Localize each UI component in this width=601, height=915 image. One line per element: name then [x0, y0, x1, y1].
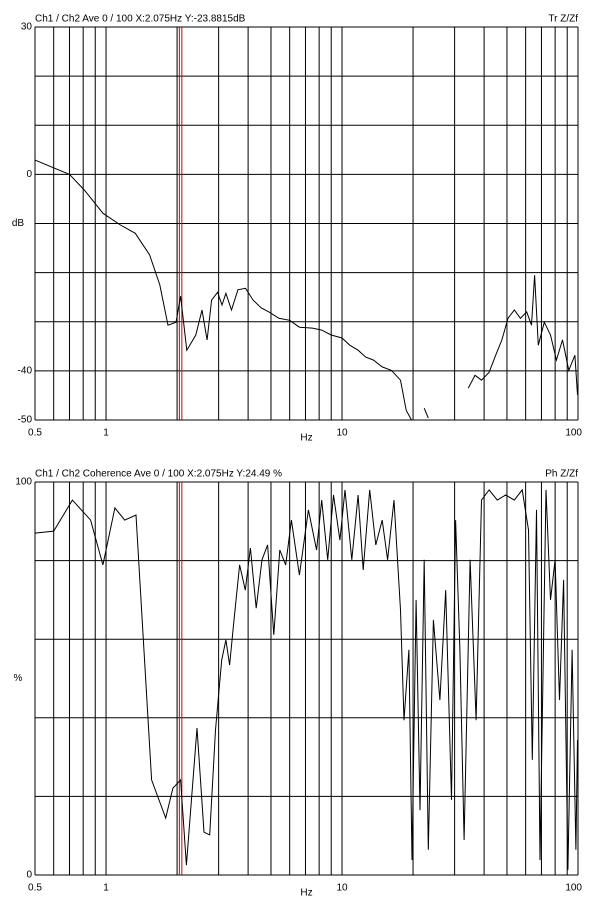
x-tick-label: 0.5 — [28, 428, 42, 439]
y-tick-label: 30 — [21, 22, 33, 33]
x-tick-label: 100 — [565, 883, 582, 894]
y-axis-label: dB — [12, 218, 25, 229]
x-tick-label: 1 — [103, 428, 109, 439]
x-axis-label: Hz — [300, 888, 312, 899]
x-tick-label: 1 — [103, 883, 109, 894]
x-tick-label: 0.5 — [28, 883, 42, 894]
corner-label: Ph Z/Zf — [545, 469, 578, 480]
x-tick-label: 10 — [336, 883, 348, 894]
trace — [34, 488, 578, 870]
y-tick-label: 0 — [26, 870, 32, 881]
corner-label: Tr Z/Zf — [548, 14, 578, 25]
y-tick-label: 0 — [26, 169, 32, 180]
chart-title: Ch1 / Ch2 Coherence Ave 0 / 100 X:2.075H… — [35, 469, 282, 480]
x-axis-label: Hz — [300, 433, 312, 444]
y-tick-label: 100 — [15, 477, 32, 488]
x-tick-label: 10 — [336, 428, 348, 439]
y-tick-label: -50 — [18, 415, 33, 426]
x-tick-label: 100 — [565, 428, 582, 439]
trace — [34, 159, 578, 421]
chart-title: Ch1 / Ch2 Ave 0 / 100 X:2.075Hz Y:-23.88… — [35, 14, 246, 25]
y-axis-label: % — [14, 673, 23, 684]
y-tick-label: -40 — [18, 366, 33, 377]
